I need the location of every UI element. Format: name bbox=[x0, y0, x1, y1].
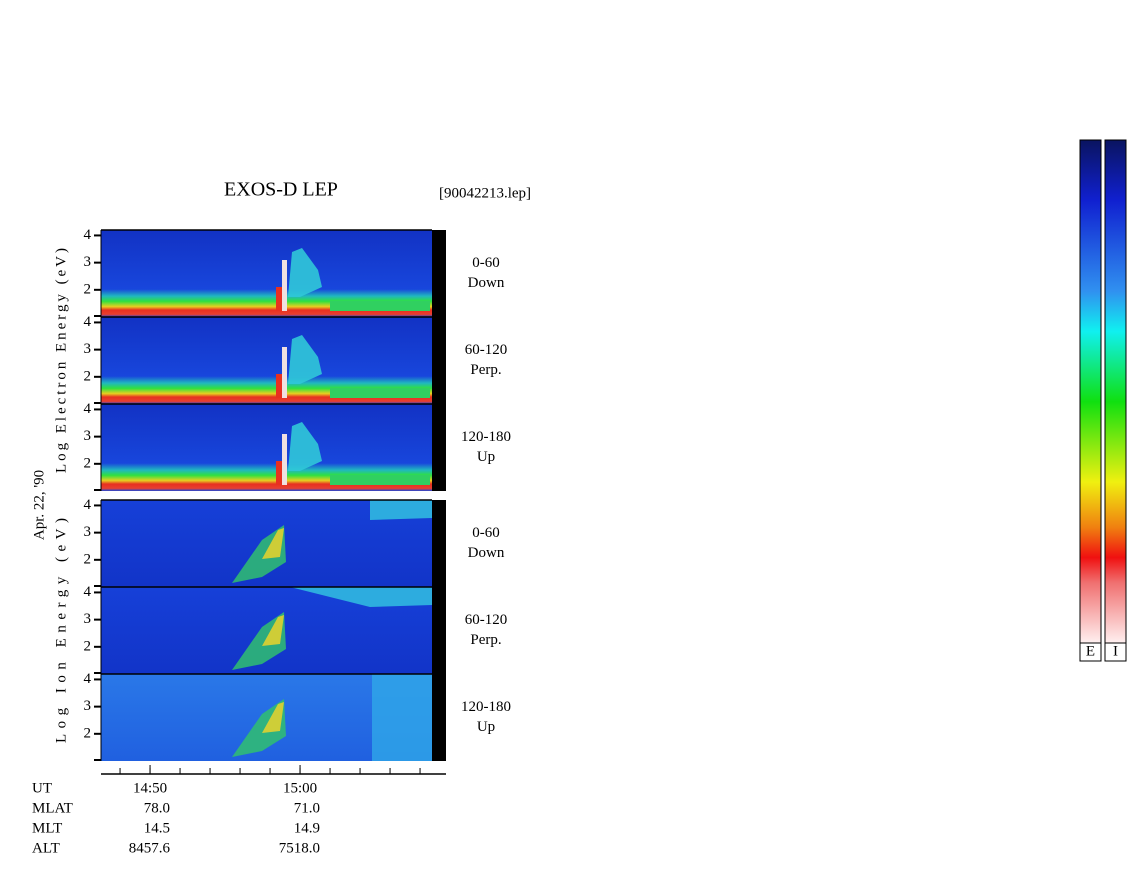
flux-band bbox=[330, 475, 430, 485]
flux-spike bbox=[276, 461, 282, 485]
y-tick-label: 2 bbox=[84, 281, 92, 297]
ephemeris-value: 78.0 bbox=[144, 800, 170, 816]
y-tick-label: 3 bbox=[84, 254, 92, 270]
panel-label: Up bbox=[477, 449, 495, 465]
y-tick-label: 2 bbox=[84, 638, 92, 654]
panel-label: Up bbox=[477, 719, 495, 735]
panel-label: Perp. bbox=[470, 632, 501, 648]
data-gap bbox=[432, 404, 446, 491]
flux-burst bbox=[288, 248, 322, 297]
y-axis-label: Log Ion Energy (eV) bbox=[53, 518, 69, 743]
flux-spike bbox=[276, 287, 282, 311]
flux-streak bbox=[232, 525, 286, 583]
data-gap bbox=[432, 674, 446, 761]
panel-label: Down bbox=[468, 545, 505, 561]
ephemeris-value: 14.5 bbox=[144, 820, 170, 836]
panel-label: 60-120 bbox=[465, 342, 508, 358]
panel-label: 60-120 bbox=[465, 612, 508, 628]
color-bar bbox=[1104, 139, 1127, 644]
color-bar-label-box bbox=[1104, 642, 1127, 662]
panel-label: 0-60 bbox=[472, 525, 500, 541]
data-gap bbox=[432, 587, 446, 674]
data-gap bbox=[432, 317, 446, 404]
flux-spike bbox=[282, 260, 287, 311]
panel-label: Perp. bbox=[470, 362, 501, 378]
y-tick-label: 4 bbox=[84, 401, 92, 417]
color-bar bbox=[1079, 139, 1102, 644]
flux-streak bbox=[262, 702, 284, 733]
flux-streak bbox=[232, 699, 286, 757]
flux-burst bbox=[288, 335, 322, 384]
y-tick-label: 4 bbox=[84, 227, 92, 243]
flux-band bbox=[372, 674, 432, 761]
color-bar-label-box bbox=[1079, 642, 1102, 662]
color-bar-label: E bbox=[1086, 643, 1095, 659]
date-label: Apr. 22, '90 bbox=[31, 470, 47, 540]
y-tick-label: 3 bbox=[84, 428, 92, 444]
ephemeris-value: 8457.6 bbox=[129, 840, 171, 856]
flux-band bbox=[370, 500, 432, 520]
flux-band bbox=[330, 301, 430, 311]
ephemeris-value: 71.0 bbox=[294, 800, 320, 816]
ephemeris-value: 14.9 bbox=[294, 820, 320, 836]
data-gap bbox=[432, 500, 446, 587]
flux-streak bbox=[262, 615, 284, 646]
x-tick-label: 15:00 bbox=[283, 780, 317, 796]
flux-spike bbox=[276, 374, 282, 398]
ephemeris-label: UT bbox=[32, 780, 52, 796]
ephemeris-label: ALT bbox=[32, 840, 60, 856]
ephemeris-value: 7518.0 bbox=[279, 840, 320, 856]
y-tick-label: 2 bbox=[84, 455, 92, 471]
y-tick-label: 4 bbox=[84, 671, 92, 687]
panel-label: 0-60 bbox=[472, 255, 500, 271]
flux-burst bbox=[288, 422, 322, 471]
y-tick-label: 3 bbox=[84, 698, 92, 714]
y-tick-label: 4 bbox=[84, 314, 92, 330]
y-tick-label: 4 bbox=[84, 584, 92, 600]
chart-title: EXOS-D LEP bbox=[224, 179, 338, 201]
flux-spike bbox=[282, 434, 287, 485]
y-tick-label: 3 bbox=[84, 341, 92, 357]
panel-label: 120-180 bbox=[461, 699, 511, 715]
panel-label: Down bbox=[468, 275, 505, 291]
y-tick-label: 3 bbox=[84, 611, 92, 627]
y-tick-label: 2 bbox=[84, 725, 92, 741]
color-bar-label: I bbox=[1113, 643, 1118, 659]
y-axis-label: Log Electron Energy (eV) bbox=[53, 248, 69, 473]
file-label: [90042213.lep] bbox=[439, 185, 531, 201]
flux-band bbox=[330, 388, 430, 398]
ephemeris-label: MLAT bbox=[32, 800, 73, 816]
y-tick-label: 2 bbox=[84, 551, 92, 567]
x-tick-label: 14:50 bbox=[133, 780, 167, 796]
ephemeris-label: MLT bbox=[32, 820, 62, 836]
flux-spike bbox=[282, 347, 287, 398]
panel-label: 120-180 bbox=[461, 429, 511, 445]
y-tick-label: 4 bbox=[84, 497, 92, 513]
y-tick-label: 3 bbox=[84, 524, 92, 540]
y-tick-label: 2 bbox=[84, 368, 92, 384]
data-gap bbox=[432, 230, 446, 317]
flux-streak bbox=[262, 528, 284, 559]
flux-streak bbox=[232, 612, 286, 670]
flux-band bbox=[290, 587, 432, 607]
